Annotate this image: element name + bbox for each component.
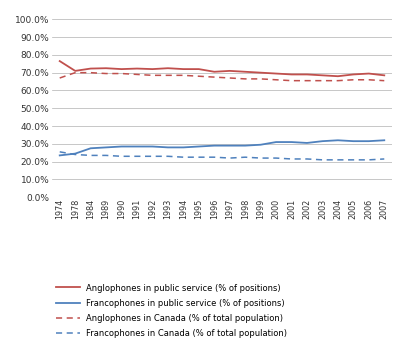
Legend: Anglophones in public service (% of positions), Francophones in public service (: Anglophones in public service (% of posi… <box>56 284 287 338</box>
